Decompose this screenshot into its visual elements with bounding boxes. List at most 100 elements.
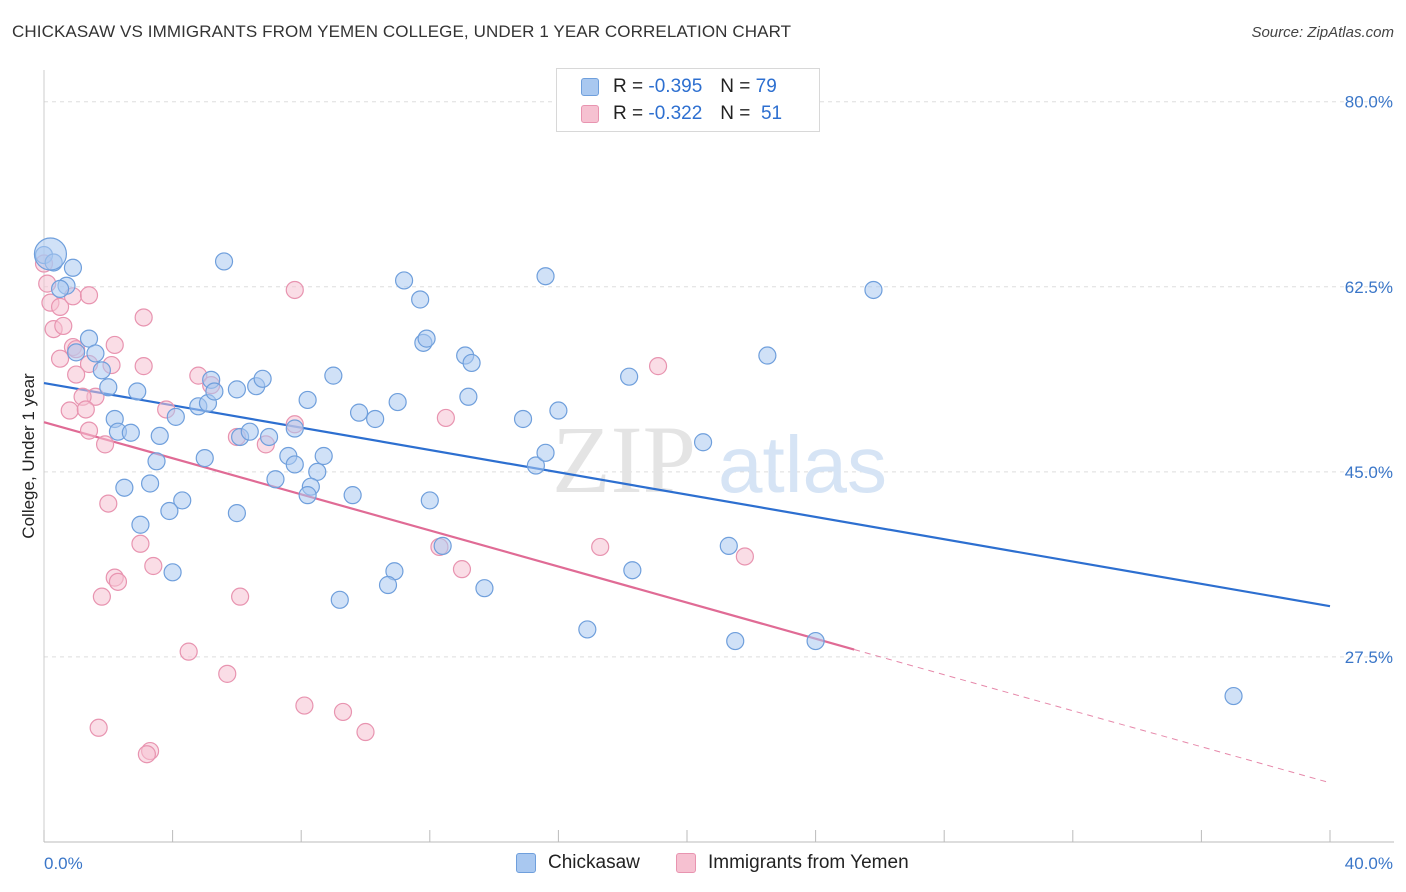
data-point-chickasaw bbox=[285, 419, 304, 438]
data-point-yemen bbox=[591, 537, 610, 557]
data-point-chickasaw bbox=[388, 392, 407, 412]
bottom-legend: Chickasaw Immigrants from Yemen bbox=[0, 852, 1406, 878]
y-tick-label: 80.0% bbox=[1345, 93, 1393, 112]
data-point-chickasaw bbox=[462, 353, 481, 373]
data-point-chickasaw bbox=[417, 329, 436, 348]
data-point-chickasaw bbox=[806, 631, 825, 651]
legend-n-value: 51 bbox=[760, 103, 783, 124]
gridlines bbox=[44, 101, 1394, 658]
legend-item-yemen[interactable]: Immigrants from Yemen bbox=[676, 852, 909, 874]
trend-line-yemen-extrapolated bbox=[854, 649, 1331, 784]
legend-n-label: N = bbox=[720, 103, 751, 124]
legend-r-value: -0.322 bbox=[648, 103, 703, 124]
data-point-chickasaw bbox=[549, 401, 568, 420]
legend-item-chickasaw[interactable]: Chickasaw bbox=[516, 852, 640, 874]
data-point-yemen bbox=[99, 494, 118, 513]
legend-swatch-blue bbox=[581, 78, 599, 96]
y-axis-label: College, Under 1 year bbox=[19, 373, 38, 539]
data-point-yemen bbox=[79, 286, 99, 305]
y-tick-label: 62.5% bbox=[1345, 278, 1393, 297]
data-point-chickasaw bbox=[173, 491, 192, 510]
data-point-chickasaw bbox=[378, 575, 398, 595]
data-point-yemen bbox=[131, 534, 150, 553]
data-point-yemen bbox=[54, 316, 73, 336]
legend-r-value: -0.395 bbox=[648, 76, 703, 97]
data-point-chickasaw bbox=[411, 290, 430, 309]
data-point-chickasaw bbox=[314, 446, 333, 466]
data-point-chickasaw bbox=[864, 280, 883, 300]
data-point-chickasaw bbox=[394, 271, 414, 290]
x-tick-label-min: 0.0% bbox=[44, 854, 83, 873]
data-point-chickasaw bbox=[285, 455, 304, 474]
data-point-yemen bbox=[50, 349, 70, 368]
data-point-yemen bbox=[218, 664, 237, 683]
data-point-chickasaw bbox=[298, 390, 317, 410]
data-point-chickasaw bbox=[121, 423, 140, 442]
data-point-chickasaw bbox=[227, 380, 246, 399]
data-point-chickasaw bbox=[205, 382, 224, 401]
data-point-yemen bbox=[285, 280, 304, 300]
data-point-chickasaw bbox=[266, 470, 285, 489]
legend-n-label: N = bbox=[720, 76, 751, 97]
trend-line-yemen bbox=[43, 421, 855, 651]
data-point-yemen bbox=[452, 560, 472, 579]
data-point-chickasaw bbox=[349, 403, 369, 422]
trend-line-chickasaw bbox=[43, 381, 1331, 608]
data-point-yemen bbox=[436, 408, 455, 428]
data-point-yemen bbox=[60, 401, 79, 420]
x-tick-label-max: 40.0% bbox=[1345, 854, 1393, 873]
y-tick-label: 45.0% bbox=[1345, 463, 1393, 482]
data-point-chickasaw bbox=[115, 478, 134, 497]
data-point-yemen bbox=[67, 365, 86, 384]
data-point-chickasaw bbox=[150, 426, 169, 446]
data-point-yemen bbox=[179, 642, 198, 661]
tick-labels: 27.5% 45.0% 62.5% 80.0% 0.0% 40.0% bbox=[44, 93, 1393, 873]
data-point-chickasaw bbox=[63, 258, 83, 277]
data-point-chickasaw bbox=[128, 382, 147, 401]
data-point-chickasaw bbox=[578, 620, 597, 639]
data-point-chickasaw bbox=[1224, 686, 1243, 706]
data-point-chickasaw bbox=[67, 343, 86, 362]
data-point-chickasaw bbox=[536, 267, 555, 286]
data-point-chickasaw bbox=[147, 452, 166, 471]
y-tick-label: 27.5% bbox=[1345, 648, 1393, 667]
data-point-chickasaw bbox=[92, 361, 111, 380]
data-point-yemen bbox=[89, 718, 108, 737]
data-point-yemen bbox=[79, 421, 99, 440]
data-point-chickasaw bbox=[459, 387, 478, 406]
data-point-chickasaw bbox=[513, 409, 533, 429]
data-point-yemen bbox=[333, 702, 353, 722]
data-point-chickasaw bbox=[253, 369, 272, 388]
legend-label-yemen: Immigrants from Yemen bbox=[708, 852, 909, 873]
data-point-chickasaw bbox=[33, 237, 68, 271]
chart-title: CHICKASAW VS IMMIGRANTS FROM YEMEN COLLE… bbox=[12, 22, 792, 41]
data-point-yemen bbox=[92, 587, 111, 606]
data-point-yemen bbox=[95, 435, 115, 454]
data-point-chickasaw bbox=[163, 563, 182, 582]
data-point-chickasaw bbox=[99, 378, 118, 397]
legend-n-value: 79 bbox=[755, 76, 777, 97]
data-point-yemen bbox=[134, 357, 153, 376]
source-label: Source: ZipAtlas.com bbox=[1251, 24, 1394, 41]
data-point-chickasaw bbox=[140, 474, 160, 493]
legend-row-chickasaw: R = -0.395 N = 79 bbox=[581, 74, 777, 100]
stats-legend: R = -0.395 N = 79 R = -0.322 N = 51 bbox=[556, 68, 820, 132]
data-point-yemen bbox=[105, 335, 124, 355]
data-point-chickasaw bbox=[86, 344, 105, 363]
legend-swatch-yemen bbox=[676, 853, 696, 873]
data-point-chickasaw bbox=[195, 449, 214, 468]
data-point-chickasaw bbox=[433, 536, 452, 555]
series-chickasaw-points bbox=[33, 237, 1243, 706]
data-point-chickasaw bbox=[758, 346, 777, 365]
data-point-chickasaw bbox=[131, 515, 150, 534]
data-point-chickasaw bbox=[330, 590, 349, 609]
legend-label-chickasaw: Chickasaw bbox=[548, 852, 640, 873]
data-point-chickasaw bbox=[726, 631, 745, 651]
data-point-yemen bbox=[648, 357, 668, 376]
data-point-chickasaw bbox=[259, 427, 279, 447]
data-point-yemen bbox=[137, 745, 156, 764]
data-point-yemen bbox=[735, 547, 754, 566]
data-point-yemen bbox=[76, 400, 95, 419]
data-point-chickasaw bbox=[536, 443, 555, 462]
